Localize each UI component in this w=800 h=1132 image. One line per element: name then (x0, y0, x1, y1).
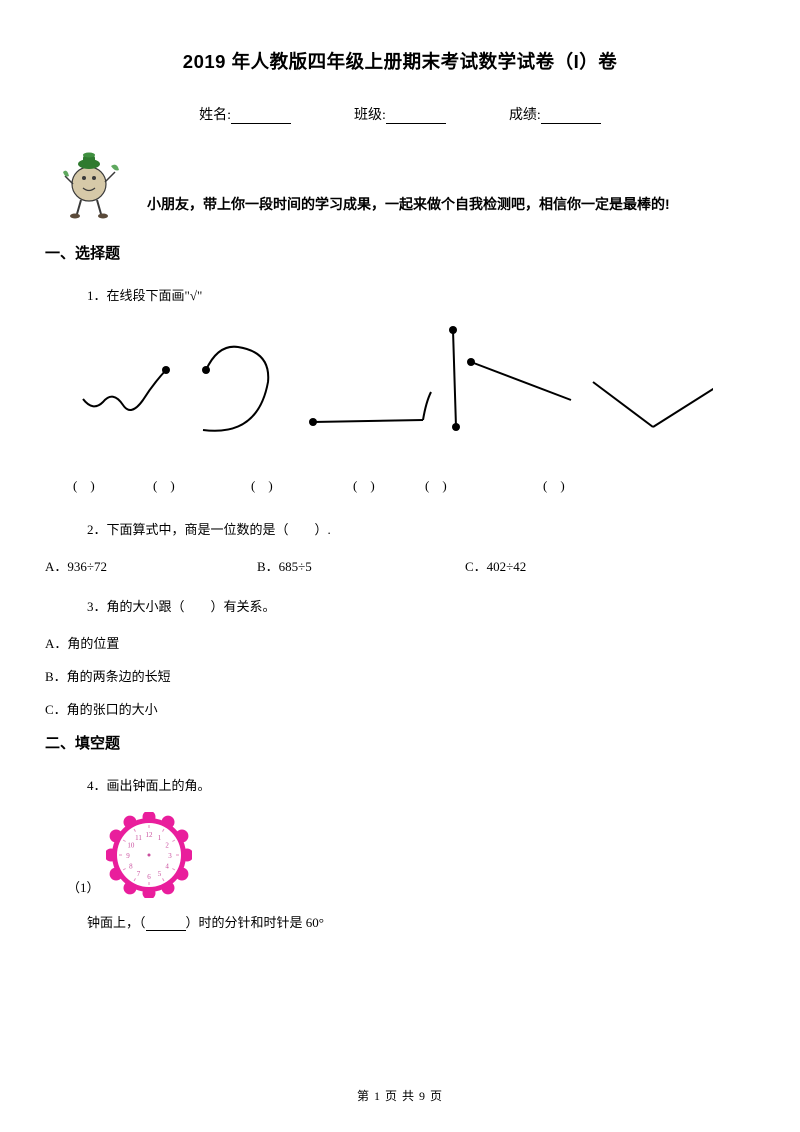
svg-text:4: 4 (165, 863, 169, 871)
intro-text: 小朋友，带上你一段时间的学习成果，一起来做个自我检测吧，相信你一定是最棒的! (147, 194, 670, 220)
q2-choice: A．936÷72 (45, 556, 107, 575)
svg-text:8: 8 (129, 863, 133, 871)
clock-icon: 12 12 3 45678 9 1011 (106, 812, 192, 898)
q4-sub-text: 钟面上，（ ）时的分针和时针是 60° (87, 912, 737, 931)
q2: 2．下面算式中，商是一位数的是（ ）. (87, 519, 737, 538)
q4-num: 4． (87, 778, 107, 793)
class-blank (386, 110, 446, 124)
q4-blank (146, 919, 186, 931)
svg-text:5: 5 (157, 870, 161, 878)
mascot-icon (63, 148, 123, 220)
score-label: 成绩: (509, 104, 541, 124)
q2-text: 下面算式中，商是一位数的是（ ）. (107, 522, 331, 537)
name-label: 姓名: (199, 104, 231, 124)
q1-num: 1． (87, 288, 107, 303)
svg-text:12: 12 (145, 831, 153, 839)
class-label: 班级: (354, 104, 386, 124)
score-blank (541, 110, 601, 124)
paren-slot: ( ) (153, 475, 175, 494)
section-2-heading: 二、填空题 (45, 732, 737, 753)
q3-choice: B．角的两条边的长短 (45, 666, 737, 685)
q4-clock-row: （1） 12 12 3 45678 9 1011 (67, 812, 737, 898)
q1-text: 在线段下面画"√" (107, 288, 203, 303)
svg-text:2: 2 (165, 842, 169, 850)
q3-text: 角的大小跟（ ）有关系。 (107, 599, 276, 614)
svg-text:11: 11 (135, 834, 142, 842)
svg-text:1: 1 (157, 834, 161, 842)
page-title: 2019 年人教版四年级上册期末考试数学试卷（I）卷 (63, 48, 737, 74)
q4-sub-b: ）时的分针和时针是 60° (186, 915, 324, 930)
section-1-heading: 一、选择题 (45, 242, 737, 263)
name-blank (231, 110, 291, 124)
paren-slot: ( ) (251, 475, 273, 494)
q3-choice: A．角的位置 (45, 633, 737, 652)
svg-text:7: 7 (136, 870, 140, 878)
q4-sub-label: （1） (67, 877, 100, 896)
q1: 1．在线段下面画"√" (87, 285, 737, 304)
q3: 3．角的大小跟（ ）有关系。 (87, 596, 737, 615)
paren-slot: ( ) (543, 475, 565, 494)
q2-num: 2． (87, 522, 107, 537)
q4: 4．画出钟面上的角。 (87, 775, 737, 794)
paren-slot: ( ) (353, 475, 375, 494)
paren-slot: ( ) (425, 475, 447, 494)
q3-choice: C．角的张口的大小 (45, 699, 737, 718)
q2-choices: A．936÷72 B．685÷5 C．402÷42 (45, 556, 737, 574)
q2-choice: B．685÷5 (257, 556, 312, 575)
q1-paren-row: ( ) ( ) ( ) ( ) ( ) ( ) (73, 475, 737, 495)
svg-text:10: 10 (127, 842, 134, 850)
intro-row: 小朋友，带上你一段时间的学习成果，一起来做个自我检测吧，相信你一定是最棒的! (63, 148, 737, 220)
q4-text: 画出钟面上的角。 (107, 778, 211, 793)
paren-slot: ( ) (73, 475, 95, 494)
svg-text:9: 9 (126, 852, 130, 860)
q3-num: 3． (87, 599, 107, 614)
q4-sub-a: 钟面上，（ (87, 915, 146, 930)
svg-text:3: 3 (168, 852, 172, 860)
student-info-row: 姓名: 班级: 成绩: (63, 104, 737, 124)
q1-diagram (73, 322, 737, 467)
svg-text:6: 6 (147, 873, 151, 881)
q2-choice: C．402÷42 (465, 556, 526, 575)
page-footer: 第 1 页 共 9 页 (0, 1087, 800, 1104)
